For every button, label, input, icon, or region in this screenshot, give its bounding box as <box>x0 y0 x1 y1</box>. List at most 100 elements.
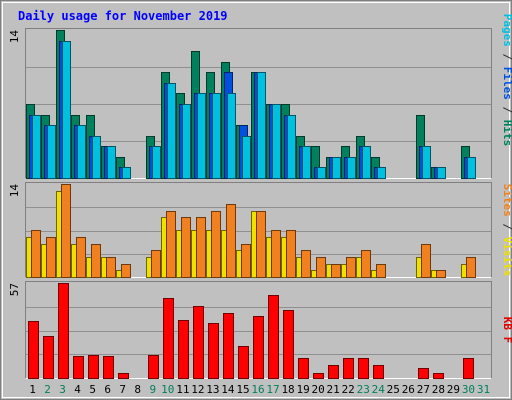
bar-sites <box>466 257 476 278</box>
bar-sites <box>271 230 281 278</box>
legend-part: / <box>501 217 512 237</box>
bar-sites <box>166 211 176 278</box>
bar-kb-f <box>463 358 474 379</box>
bar-pages <box>287 115 296 179</box>
panel-legend: KB F <box>501 317 512 344</box>
bar-pages <box>182 104 191 179</box>
x-tick-label: 4 <box>74 383 81 396</box>
panel-legend: Pages / Files / Hits <box>501 14 512 147</box>
x-tick-label: 12 <box>191 383 204 396</box>
bar-sites <box>256 211 266 278</box>
bar-kb-f <box>358 358 369 379</box>
bar-sites <box>91 244 101 278</box>
x-tick-label: 8 <box>134 383 141 396</box>
x-tick-label: 9 <box>149 383 156 396</box>
bar-sites <box>121 264 131 278</box>
bar-pages <box>197 93 206 179</box>
bar-kb-f <box>238 346 249 379</box>
bar-pages <box>47 125 56 179</box>
bar-pages <box>437 167 446 179</box>
x-tick-label: 1 <box>29 383 36 396</box>
bar-sites <box>31 230 41 278</box>
bar-sites <box>181 217 191 278</box>
bar-pages <box>317 167 326 179</box>
bar-kb-f <box>283 310 294 379</box>
bar-pages <box>377 167 386 179</box>
x-tick-label: 30 <box>462 383 475 396</box>
bar-kb-f <box>328 365 339 379</box>
bar-pages <box>302 146 311 179</box>
x-tick-label: 29 <box>447 383 460 396</box>
legend-part: Hits <box>501 120 512 147</box>
bar-sites <box>61 184 71 278</box>
x-tick-label: 31 <box>477 383 490 396</box>
x-tick-label: 19 <box>296 383 309 396</box>
bar-kb-f <box>58 283 69 379</box>
bar-kb-f <box>313 373 324 379</box>
panel-hits-files-pages: 14 Pages / Files / Hits <box>8 14 512 179</box>
bar-sites <box>196 217 206 278</box>
bar-pages <box>272 104 281 179</box>
panel-legend: Sites / Visits <box>501 184 512 277</box>
legend-part: / <box>501 100 512 120</box>
bar-sites <box>346 257 356 278</box>
bar-pages <box>32 115 41 179</box>
bar-pages <box>362 146 371 179</box>
bar-sites <box>376 264 386 278</box>
bar-sites <box>211 211 221 278</box>
bar-sites <box>241 244 251 278</box>
panel-visits-sites: 14 Sites / Visits <box>8 182 512 278</box>
x-tick-label: 7 <box>119 383 126 396</box>
bar-sites <box>301 250 311 278</box>
panels-layer: 14 Pages / Files / Hits 14 Sites / Visits 57… <box>8 14 512 379</box>
x-tick-label: 26 <box>402 383 415 396</box>
panel-kbytes: 57 KB F <box>8 281 512 379</box>
bar-kb-f <box>28 321 39 379</box>
bar-pages <box>227 93 236 179</box>
bar-kb-f <box>253 316 264 379</box>
bar-pages <box>122 167 131 179</box>
bar-pages <box>167 83 176 179</box>
bar-pages <box>347 157 356 179</box>
bar-sites <box>316 257 326 278</box>
x-tick-label: 28 <box>432 383 445 396</box>
x-tick-label: 22 <box>342 383 355 396</box>
bar-sites <box>226 204 236 278</box>
bar-sites <box>76 237 86 278</box>
bar-kb-f <box>88 355 99 379</box>
x-axis-labels: 1 2 3 4 5 6 7 8 9 10 11 12 13 14 15 16 17 18 19 20 21 22 23 24 2… <box>29 383 490 396</box>
x-tick-label: 10 <box>161 383 174 396</box>
x-tick-label: 5 <box>89 383 96 396</box>
x-tick-label: 18 <box>281 383 294 396</box>
legend-part: Sites <box>501 184 512 217</box>
x-tick-label: 24 <box>372 383 386 396</box>
x-tick-label: 17 <box>266 383 279 396</box>
bar-kb-f <box>118 373 129 379</box>
legend-part: Files <box>501 67 512 100</box>
bar-pages <box>152 146 161 179</box>
bar-kb-f <box>178 320 189 379</box>
bar-kb-f <box>43 336 54 379</box>
bar-pages <box>107 146 116 179</box>
bar-pages <box>92 136 101 179</box>
bar-pages <box>242 136 251 179</box>
bar-sites <box>286 230 296 278</box>
x-tick-label: 16 <box>251 383 264 396</box>
bar-kb-f <box>298 358 309 379</box>
x-tick-label: 25 <box>387 383 400 396</box>
y-max-label: 57 <box>8 283 21 296</box>
x-tick-label: 23 <box>357 383 370 396</box>
bar-kb-f <box>418 368 429 379</box>
bar-sites <box>331 264 341 278</box>
x-tick-label: 15 <box>236 383 249 396</box>
legend-part: KB F <box>501 317 512 344</box>
bar-kb-f <box>268 295 279 379</box>
x-tick-label: 6 <box>104 383 111 396</box>
x-tick-label: 20 <box>312 383 325 396</box>
bar-pages <box>422 146 431 179</box>
bar-kb-f <box>208 323 219 379</box>
bar-pages <box>212 93 221 179</box>
